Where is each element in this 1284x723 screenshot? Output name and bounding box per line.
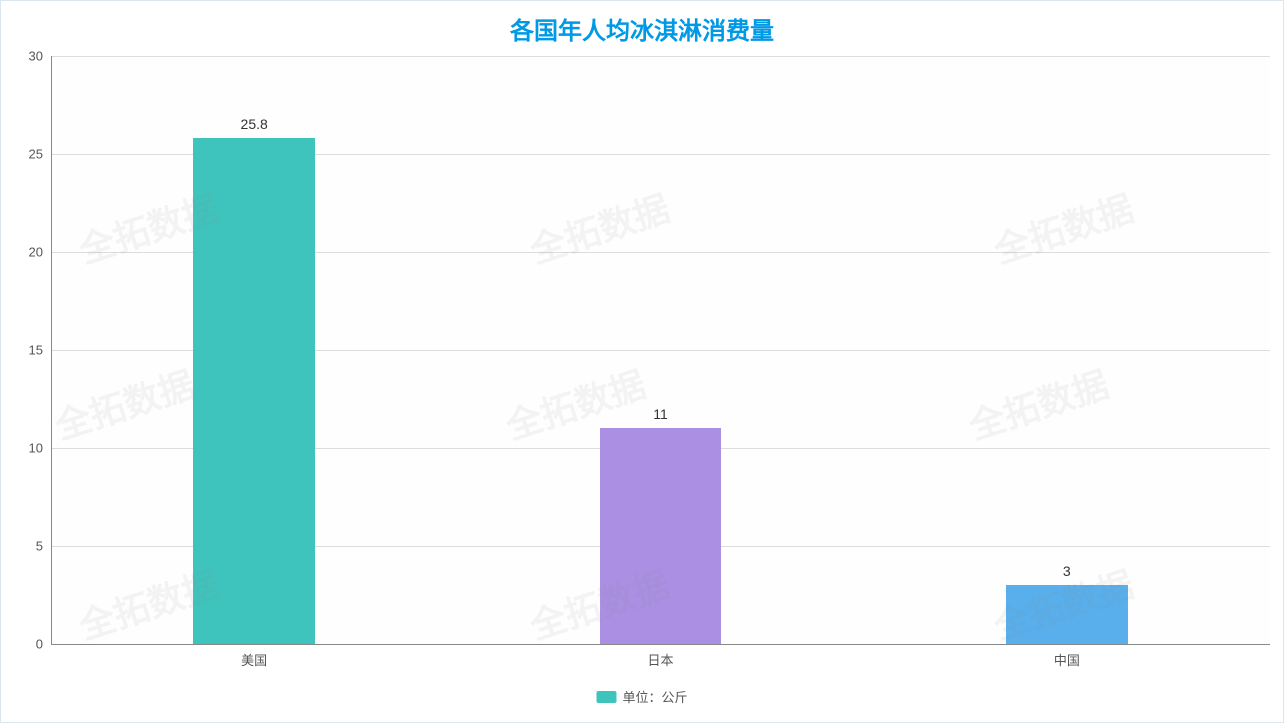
legend-label: 单位：公斤: [622, 687, 687, 706]
ytick-label: 5: [36, 539, 51, 554]
bar: [1006, 585, 1128, 644]
legend: 单位：公斤: [596, 687, 687, 706]
chart-container: 各国年人均冰淇淋消费量 05101520253025.8美国11日本3中国 单位…: [0, 0, 1284, 723]
ytick-label: 0: [36, 637, 51, 652]
ytick-label: 20: [29, 245, 51, 260]
bar-value-label: 11: [653, 406, 668, 428]
ytick-label: 30: [29, 49, 51, 64]
bar: [193, 138, 315, 644]
chart-title: 各国年人均冰淇淋消费量: [1, 1, 1283, 52]
y-axis: [51, 56, 52, 644]
bar-value-label: 25.8: [241, 116, 268, 138]
gridline: [51, 56, 1270, 57]
plot-area: 05101520253025.8美国11日本3中国: [51, 56, 1270, 644]
ytick-label: 10: [29, 441, 51, 456]
legend-swatch: [596, 691, 616, 703]
xtick-label: 中国: [1054, 644, 1080, 669]
xtick-label: 美国: [241, 644, 267, 669]
ytick-label: 15: [29, 343, 51, 358]
bar: [600, 428, 722, 644]
bar-value-label: 3: [1063, 563, 1071, 585]
xtick-label: 日本: [647, 644, 673, 669]
ytick-label: 25: [29, 147, 51, 162]
